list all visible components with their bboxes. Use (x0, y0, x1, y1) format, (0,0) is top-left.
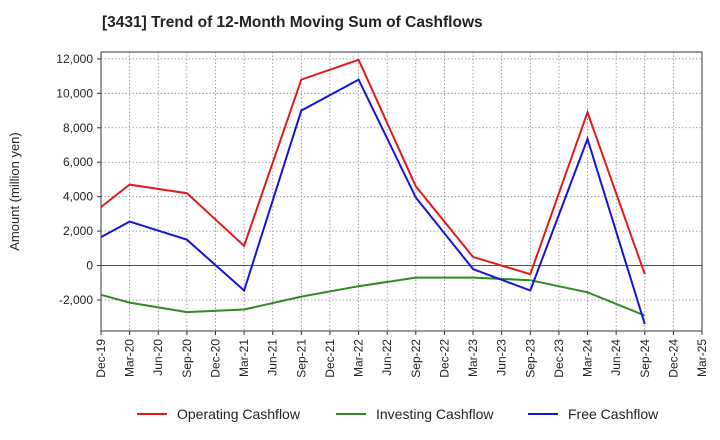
series-line-free-cashflow (100, 78, 646, 325)
x-tick-label: Mar-20 (123, 339, 137, 377)
x-tick-label: Jun-22 (380, 339, 394, 376)
chart-title: [3431] Trend of 12-Month Moving Sum of C… (102, 14, 483, 31)
x-tick-label: Sep-23 (523, 339, 537, 378)
x-tick-label: Jun-24 (609, 339, 623, 376)
y-tick-label: 2,000 (63, 224, 93, 238)
x-tick-label: Dec-19 (94, 339, 108, 378)
x-tick-label: Mar-23 (466, 339, 480, 377)
x-tick-label: Sep-22 (409, 339, 423, 378)
x-tick-label: Mar-25 (695, 339, 709, 377)
x-tick-label: Dec-20 (208, 339, 222, 378)
y-axis-label: Amount (million yen) (7, 132, 22, 251)
y-tick-label: 10,000 (56, 86, 93, 100)
x-tick-label: Jun-23 (495, 339, 509, 376)
x-tick-label: Mar-22 (352, 339, 366, 377)
x-tick-label: Sep-24 (638, 339, 652, 378)
y-tick-label: 0 (86, 259, 93, 273)
y-tick-label: 4,000 (63, 190, 93, 204)
legend-label: Investing Cashflow (376, 406, 494, 422)
y-tick-label: 6,000 (63, 155, 93, 169)
legend-label: Free Cashflow (568, 406, 659, 422)
y-tick-label: 8,000 (63, 121, 93, 135)
y-tick-label: 12,000 (56, 52, 93, 66)
series-lines (100, 58, 646, 325)
x-tick-label: Jun-21 (266, 339, 280, 376)
plot-frame (100, 51, 703, 332)
legend: Operating Cashflow Investing Cashflow Free… (137, 406, 659, 422)
x-tick-label: Sep-21 (294, 339, 308, 378)
x-tick-label: Jun-20 (151, 339, 165, 376)
x-tick-label: Mar-21 (237, 339, 251, 377)
grid-lines (100, 52, 703, 331)
tick-labels: -2,000 0 2,000 4,000 6,000 8,000 10,000 12,000 D… (7, 52, 709, 378)
series-line-operating-cashflow (100, 58, 646, 276)
y-tick-label: -2,000 (59, 293, 93, 307)
x-tick-label: Mar-24 (581, 339, 595, 377)
x-tick-label: Dec-21 (323, 339, 337, 378)
series-line-investing-cashflow (100, 276, 646, 317)
x-tick-label: Dec-24 (666, 339, 680, 378)
x-tick-label: Sep-20 (180, 339, 194, 378)
x-tick-label: Dec-23 (552, 339, 566, 378)
axes (97, 51, 703, 335)
legend-label: Operating Cashflow (177, 406, 301, 422)
x-tick-label: Dec-22 (437, 339, 451, 378)
